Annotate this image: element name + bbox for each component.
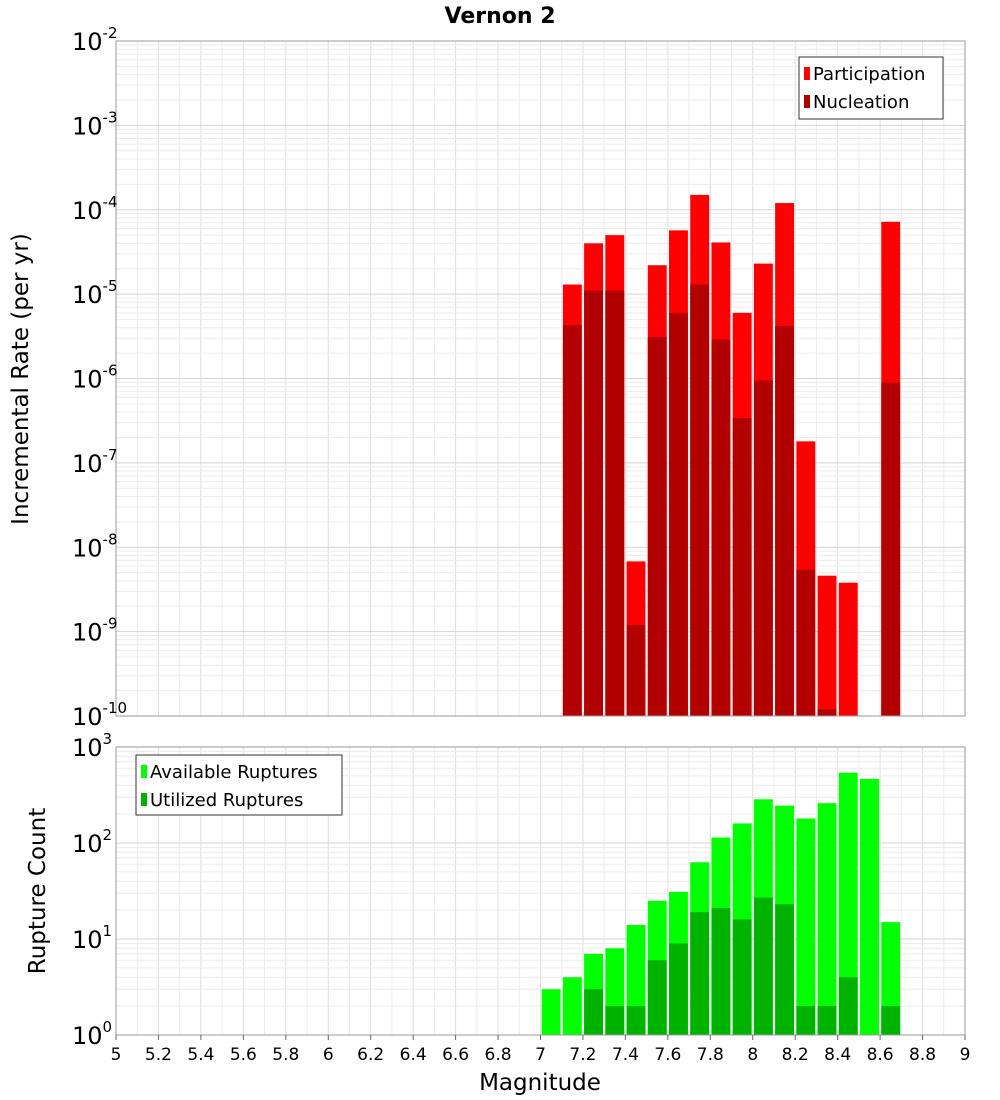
x-axis-label: Magnitude [479, 1070, 601, 1096]
x-tick-label: 7.4 [612, 1045, 639, 1065]
y-tick-label: 10-10 [72, 699, 127, 731]
y-tick-label: 10-7 [72, 446, 118, 478]
panel-1: 10-10 10-9 10-8 10-7 10-6 10-5 10-4 10-3 10-2 Inc… [8, 24, 966, 731]
bar [775, 904, 795, 1035]
legend-box [135, 754, 343, 816]
bar [817, 709, 837, 716]
bar [626, 1006, 646, 1035]
bar [732, 919, 752, 1035]
x-tick-label: 8.2 [782, 1045, 809, 1065]
plot-border [115, 40, 966, 717]
bar [605, 1006, 625, 1035]
x-tick-label: 9 [960, 1045, 971, 1065]
series-utilized-ruptures [584, 897, 901, 1035]
x-tick-label: 8.8 [909, 1045, 936, 1065]
bar [647, 960, 667, 1035]
y-tick-label: 101 [72, 922, 112, 954]
panel-2: 100 101 102 103 Rupture Count Available Ruptu… [25, 730, 966, 1050]
x-tick-label: 5.4 [187, 1045, 214, 1065]
bar [562, 977, 582, 1035]
bar [881, 382, 901, 716]
x-tick-label: 8.6 [867, 1045, 894, 1065]
bar [775, 325, 795, 716]
legend-label: Participation [813, 64, 925, 85]
chart-title: Vernon 2 [445, 4, 556, 29]
bar [881, 1006, 901, 1035]
y-tick-label: 10-2 [72, 24, 118, 56]
bar [584, 989, 604, 1035]
bar [690, 912, 710, 1035]
bar [732, 418, 752, 716]
legend-swatch [141, 793, 147, 806]
bar [711, 908, 731, 1035]
bar [817, 1006, 837, 1035]
x-axis: 5 5.2 5.4 5.6 5.8 6 6.2 6.4 6.6 6.8 7 7.2 7.4 7.6 7.8 8… [111, 1035, 971, 1065]
x-tick-label: 7.8 [697, 1045, 724, 1065]
bar [838, 977, 858, 1035]
bar [584, 290, 604, 716]
x-tick-label: 8 [747, 1045, 758, 1065]
x-tick-label: 5.6 [230, 1045, 257, 1065]
legend-swatch [141, 765, 147, 778]
bar [541, 989, 561, 1035]
bar [711, 339, 731, 716]
x-tick-label: 5.8 [272, 1045, 299, 1065]
bar [690, 284, 710, 716]
legend-label: Nucleation [813, 92, 909, 113]
bar [796, 818, 816, 1035]
bar [669, 312, 688, 716]
bar [605, 290, 625, 716]
bar [796, 1006, 816, 1035]
bar [838, 582, 858, 716]
y-tick-label: 10-5 [72, 277, 118, 309]
x-tick-label: 6 [323, 1045, 334, 1065]
bar [796, 569, 816, 716]
x-tick-label: 6.2 [357, 1045, 384, 1065]
y-tick-label: 100 [72, 1018, 112, 1050]
gridlines [115, 41, 966, 717]
bar [647, 337, 667, 716]
y-axis-label: Incremental Rate (per yr) [8, 233, 34, 525]
x-tick-label: 6.4 [400, 1045, 427, 1065]
bar [562, 325, 582, 716]
legend-label: Utilized Ruptures [150, 790, 303, 811]
legend: Available Ruptures Utilized Ruptures [135, 754, 343, 816]
x-tick-label: 7.2 [569, 1045, 596, 1065]
bar [753, 897, 773, 1035]
x-tick-label: 7 [535, 1045, 546, 1065]
y-tick-label: 102 [72, 826, 112, 858]
x-tick-label: 7.6 [654, 1045, 681, 1065]
legend-swatch [804, 67, 810, 80]
bar [669, 943, 688, 1035]
bar [817, 803, 837, 1035]
x-tick-label: 5.2 [145, 1045, 172, 1065]
legend-label: Available Ruptures [150, 762, 318, 783]
bar [838, 772, 858, 1035]
bar [817, 575, 837, 716]
legend-box [798, 56, 944, 120]
bar [860, 778, 879, 1035]
y-tick-label: 10-9 [72, 615, 118, 647]
y-tick-label: 103 [72, 730, 112, 762]
bar [626, 624, 646, 716]
legend-swatch [804, 95, 810, 108]
y-axis-label: Rupture Count [25, 808, 51, 974]
x-tick-label: 6.6 [442, 1045, 469, 1065]
y-tick-label: 10-3 [72, 108, 118, 140]
y-tick-label: 10-4 [72, 193, 118, 225]
legend: Participation Nucleation [798, 56, 944, 120]
x-tick-label: 6.8 [485, 1045, 512, 1065]
series-nucleation [562, 284, 901, 716]
bar [753, 380, 773, 716]
x-tick-label: 8.4 [824, 1045, 851, 1065]
y-tick-label: 10-8 [72, 530, 118, 562]
y-tick-label: 10-6 [72, 362, 118, 394]
x-tick-label: 5 [111, 1045, 122, 1065]
